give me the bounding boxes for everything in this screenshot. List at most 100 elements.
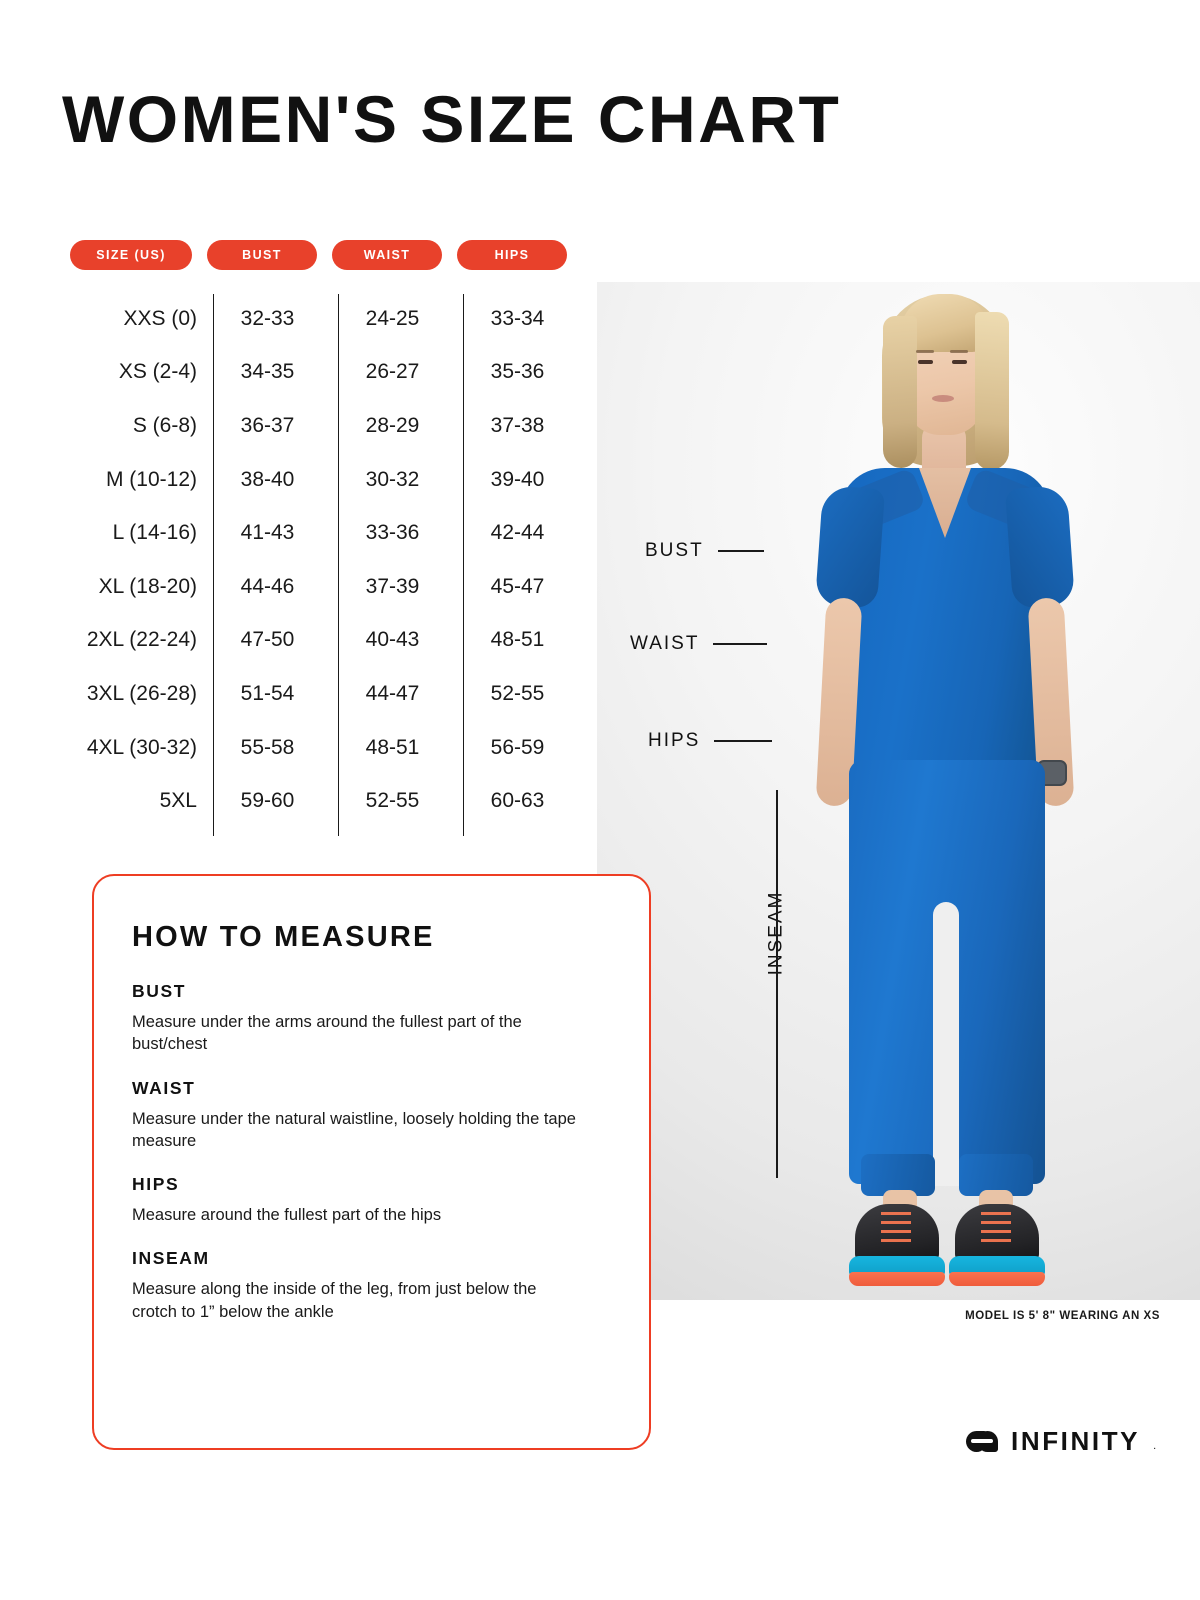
measure-item-hips: HIPS Measure around the fullest part of … — [132, 1174, 602, 1226]
measure-desc-inseam: Measure along the inside of the leg, fro… — [132, 1280, 537, 1321]
measure-desc-waist: Measure under the natural waistline, loo… — [132, 1109, 576, 1150]
cell-waist: 52-55 — [365, 789, 420, 813]
table-divider-1 — [213, 294, 214, 836]
table-row: 3XL (26-28) 51-54 44-47 52-55 — [70, 667, 580, 721]
measure-term-waist: WAIST — [132, 1077, 196, 1098]
callout-waist: WAIST — [630, 633, 768, 655]
shoe-laces — [981, 1212, 1011, 1248]
column-header-waist: WAIST — [332, 240, 442, 270]
cell-bust: 55-58 — [240, 735, 295, 759]
how-to-measure-title: HOW TO MEASURE — [132, 921, 435, 953]
model-hair-left — [883, 316, 917, 468]
table-row: 5XL 59-60 52-55 60-63 — [70, 774, 580, 828]
measure-item-inseam: INSEAM Measure along the inside of the l… — [132, 1248, 602, 1323]
table-row: L (14-16) 41-43 33-36 42-44 — [70, 506, 580, 560]
cell-waist: 33-36 — [365, 521, 420, 545]
cell-size: 3XL (26-28) — [86, 681, 197, 705]
table-row: 4XL (30-32) 55-58 48-51 56-59 — [70, 721, 580, 775]
cell-size: XS (2-4) — [118, 360, 197, 384]
callout-bust-label: BUST — [645, 540, 704, 561]
model-shoe-right — [949, 1204, 1045, 1288]
cell-bust: 44-46 — [240, 574, 295, 598]
model-eye-left — [918, 360, 933, 364]
model-leg-gap — [933, 902, 959, 1186]
column-header-size: SIZE (US) — [70, 240, 192, 270]
cell-size: L (14-16) — [112, 521, 197, 545]
size-table: XXS (0) 32-33 24-25 33-34 XS (2-4) 34-35… — [70, 292, 580, 838]
shoe-midsole — [949, 1256, 1045, 1276]
cell-size: M (10-12) — [105, 467, 197, 491]
measure-term-inseam: INSEAM — [132, 1248, 210, 1269]
measure-instruction-list: BUST Measure under the arms around the f… — [132, 981, 602, 1345]
callout-bust: BUST — [645, 540, 764, 562]
cell-bust: 51-54 — [240, 681, 295, 705]
cell-waist: 30-32 — [365, 467, 420, 491]
cell-size: 2XL (22-24) — [86, 628, 197, 652]
callout-inseam-measure-line — [776, 790, 778, 1178]
measure-desc-hips: Measure around the fullest part of the h… — [132, 1206, 442, 1225]
model-shoe-left — [849, 1204, 945, 1288]
infinity-icon — [966, 1430, 998, 1452]
callout-waist-leader-line — [713, 643, 768, 645]
table-row: XXS (0) 32-33 24-25 33-34 — [70, 292, 580, 346]
cell-hips: 37-38 — [490, 413, 545, 437]
callout-hips-label: HIPS — [648, 730, 701, 751]
model-eyebrow-right — [950, 350, 968, 353]
cell-waist: 26-27 — [365, 360, 420, 384]
model-figure-illustration — [597, 282, 1200, 1300]
page-title: WOMEN'S SIZE CHART — [62, 82, 842, 156]
cell-bust: 38-40 — [240, 467, 295, 491]
model-photo-panel — [597, 282, 1200, 1300]
cell-size: S (6-8) — [132, 413, 197, 437]
cell-bust: 32-33 — [240, 306, 295, 330]
table-row: M (10-12) 38-40 30-32 39-40 — [70, 453, 580, 507]
callout-hips-leader-line — [714, 740, 773, 742]
cell-size: XL (18-20) — [98, 574, 197, 598]
table-row: 2XL (22-24) 47-50 40-43 48-51 — [70, 614, 580, 668]
cell-hips: 48-51 — [490, 628, 545, 652]
cell-bust: 59-60 — [240, 789, 295, 813]
table-row: XL (18-20) 44-46 37-39 45-47 — [70, 560, 580, 614]
shoe-midsole — [849, 1256, 945, 1276]
measure-desc-bust: Measure under the arms around the fulles… — [132, 1013, 522, 1054]
cell-bust: 36-37 — [240, 413, 295, 437]
model-hair-right — [975, 312, 1009, 470]
shoe-outsole — [849, 1272, 945, 1286]
cell-bust: 41-43 — [240, 521, 295, 545]
table-divider-2 — [338, 294, 339, 836]
brand-name: INFINITY — [1011, 1426, 1141, 1456]
callout-inseam: INSEAM — [742, 790, 792, 1178]
cell-waist: 28-29 — [365, 413, 420, 437]
cell-size: 5XL — [159, 789, 197, 813]
measure-term-hips: HIPS — [132, 1174, 180, 1195]
model-caption: MODEL IS 5' 8" WEARING AN XS — [965, 1310, 1160, 1322]
cell-hips: 35-36 — [490, 360, 545, 384]
model-ankle-cuff-right — [959, 1154, 1033, 1196]
model-eyebrow-left — [916, 350, 934, 353]
measure-term-bust: BUST — [132, 981, 187, 1001]
cell-hips: 52-55 — [490, 681, 545, 705]
cell-hips: 39-40 — [490, 467, 545, 491]
cell-size: XXS (0) — [123, 306, 197, 330]
column-header-hips: HIPS — [457, 240, 567, 270]
model-eye-right — [952, 360, 967, 364]
measure-item-waist: WAIST Measure under the natural waistlin… — [132, 1078, 602, 1153]
cell-waist: 48-51 — [365, 735, 420, 759]
shoe-outsole — [949, 1272, 1045, 1286]
cell-hips: 42-44 — [490, 521, 545, 545]
cell-waist: 24-25 — [365, 306, 420, 330]
table-row: S (6-8) 36-37 28-29 37-38 — [70, 399, 580, 453]
cell-bust: 34-35 — [240, 360, 295, 384]
how-to-measure-box: HOW TO MEASURE BUST Measure under the ar… — [92, 874, 651, 1450]
cell-hips: 33-34 — [490, 306, 545, 330]
model-mouth — [932, 395, 954, 402]
cell-waist: 40-43 — [365, 628, 420, 652]
callout-waist-label: WAIST — [630, 633, 700, 654]
model-sleeve-left — [814, 484, 886, 610]
brand-logo: INFINITY . — [966, 1428, 1156, 1454]
model-sleeve-right — [1004, 484, 1076, 610]
infinity-icon-bar — [971, 1439, 993, 1443]
table-row: XS (2-4) 34-35 26-27 35-36 — [70, 346, 580, 400]
cell-hips: 45-47 — [490, 574, 545, 598]
